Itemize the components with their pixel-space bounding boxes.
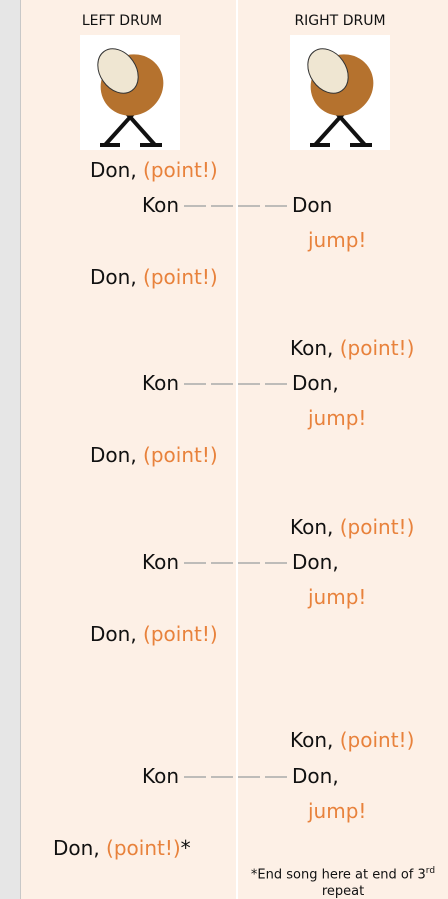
- kon-label: Kon: [142, 550, 179, 574]
- kon-label: Kon: [142, 371, 179, 395]
- kon: Kon: [142, 550, 180, 574]
- jump-label: jump!: [308, 799, 366, 823]
- point: (point!): [106, 836, 181, 860]
- don: Don,: [292, 764, 339, 788]
- drum-image: [80, 35, 180, 150]
- right-header: RIGHT DRUM: [294, 13, 386, 29]
- dash-connector: [184, 205, 290, 207]
- jump-label: jump!: [308, 406, 366, 430]
- footnote-text: *End song here at end of 3: [250, 867, 426, 883]
- don-label: Don: [292, 193, 332, 217]
- kon: Kon: [142, 193, 180, 217]
- kon: Kon: [142, 764, 180, 788]
- dash-connector: [184, 776, 290, 778]
- kon: Kon: [142, 371, 180, 395]
- side-strip: [0, 0, 21, 899]
- don: Don,: [90, 622, 137, 646]
- kon: Kon,: [290, 515, 334, 539]
- jump: jump!: [308, 799, 367, 823]
- left-header: LEFT DRUM: [81, 13, 163, 29]
- point: (point!): [143, 265, 218, 289]
- don: Don,: [90, 443, 137, 467]
- dash-connector: [184, 383, 290, 385]
- don: Don,: [292, 371, 339, 395]
- right-line: Kon, (point!): [290, 728, 414, 752]
- footnote-tail: repeat: [321, 884, 365, 899]
- point: (point!): [143, 158, 218, 182]
- asterisk: *: [180, 836, 191, 860]
- left-line: Don, (point!): [90, 158, 218, 182]
- jump-label: jump!: [308, 228, 366, 252]
- drum-image: [290, 35, 390, 150]
- don-label: Don,: [292, 764, 339, 788]
- left-line: Don, (point!): [90, 622, 218, 646]
- point: (point!): [143, 622, 218, 646]
- don: Don,: [292, 550, 339, 574]
- left-line: Don, (point!)*: [53, 836, 191, 860]
- jump: jump!: [308, 585, 367, 609]
- point: (point!): [143, 443, 218, 467]
- jump-label: jump!: [308, 585, 366, 609]
- point: (point!): [339, 515, 415, 539]
- jump: jump!: [308, 228, 367, 252]
- point: (point!): [339, 728, 415, 752]
- don: Don: [292, 193, 333, 217]
- don-label: Don,: [292, 550, 339, 574]
- don: Don,: [90, 265, 137, 289]
- point: (point!): [339, 336, 415, 360]
- footnote-sup: rd: [425, 866, 436, 876]
- kon-label: Kon: [142, 193, 179, 217]
- kon: Kon,: [290, 728, 334, 752]
- left-line: Don, (point!): [90, 443, 218, 467]
- don: Don,: [90, 158, 137, 182]
- jump: jump!: [308, 406, 367, 430]
- left-line: Don, (point!): [90, 265, 218, 289]
- don: Don,: [53, 836, 100, 860]
- footnote: *End song here at end of 3rd repeat: [238, 863, 448, 899]
- kon: Kon,: [290, 336, 334, 360]
- right-line: Kon, (point!): [290, 336, 414, 360]
- kon-label: Kon: [142, 764, 179, 788]
- right-line: Kon, (point!): [290, 515, 414, 539]
- don-label: Don,: [292, 371, 339, 395]
- dash-connector: [184, 562, 290, 564]
- divider: [236, 0, 238, 899]
